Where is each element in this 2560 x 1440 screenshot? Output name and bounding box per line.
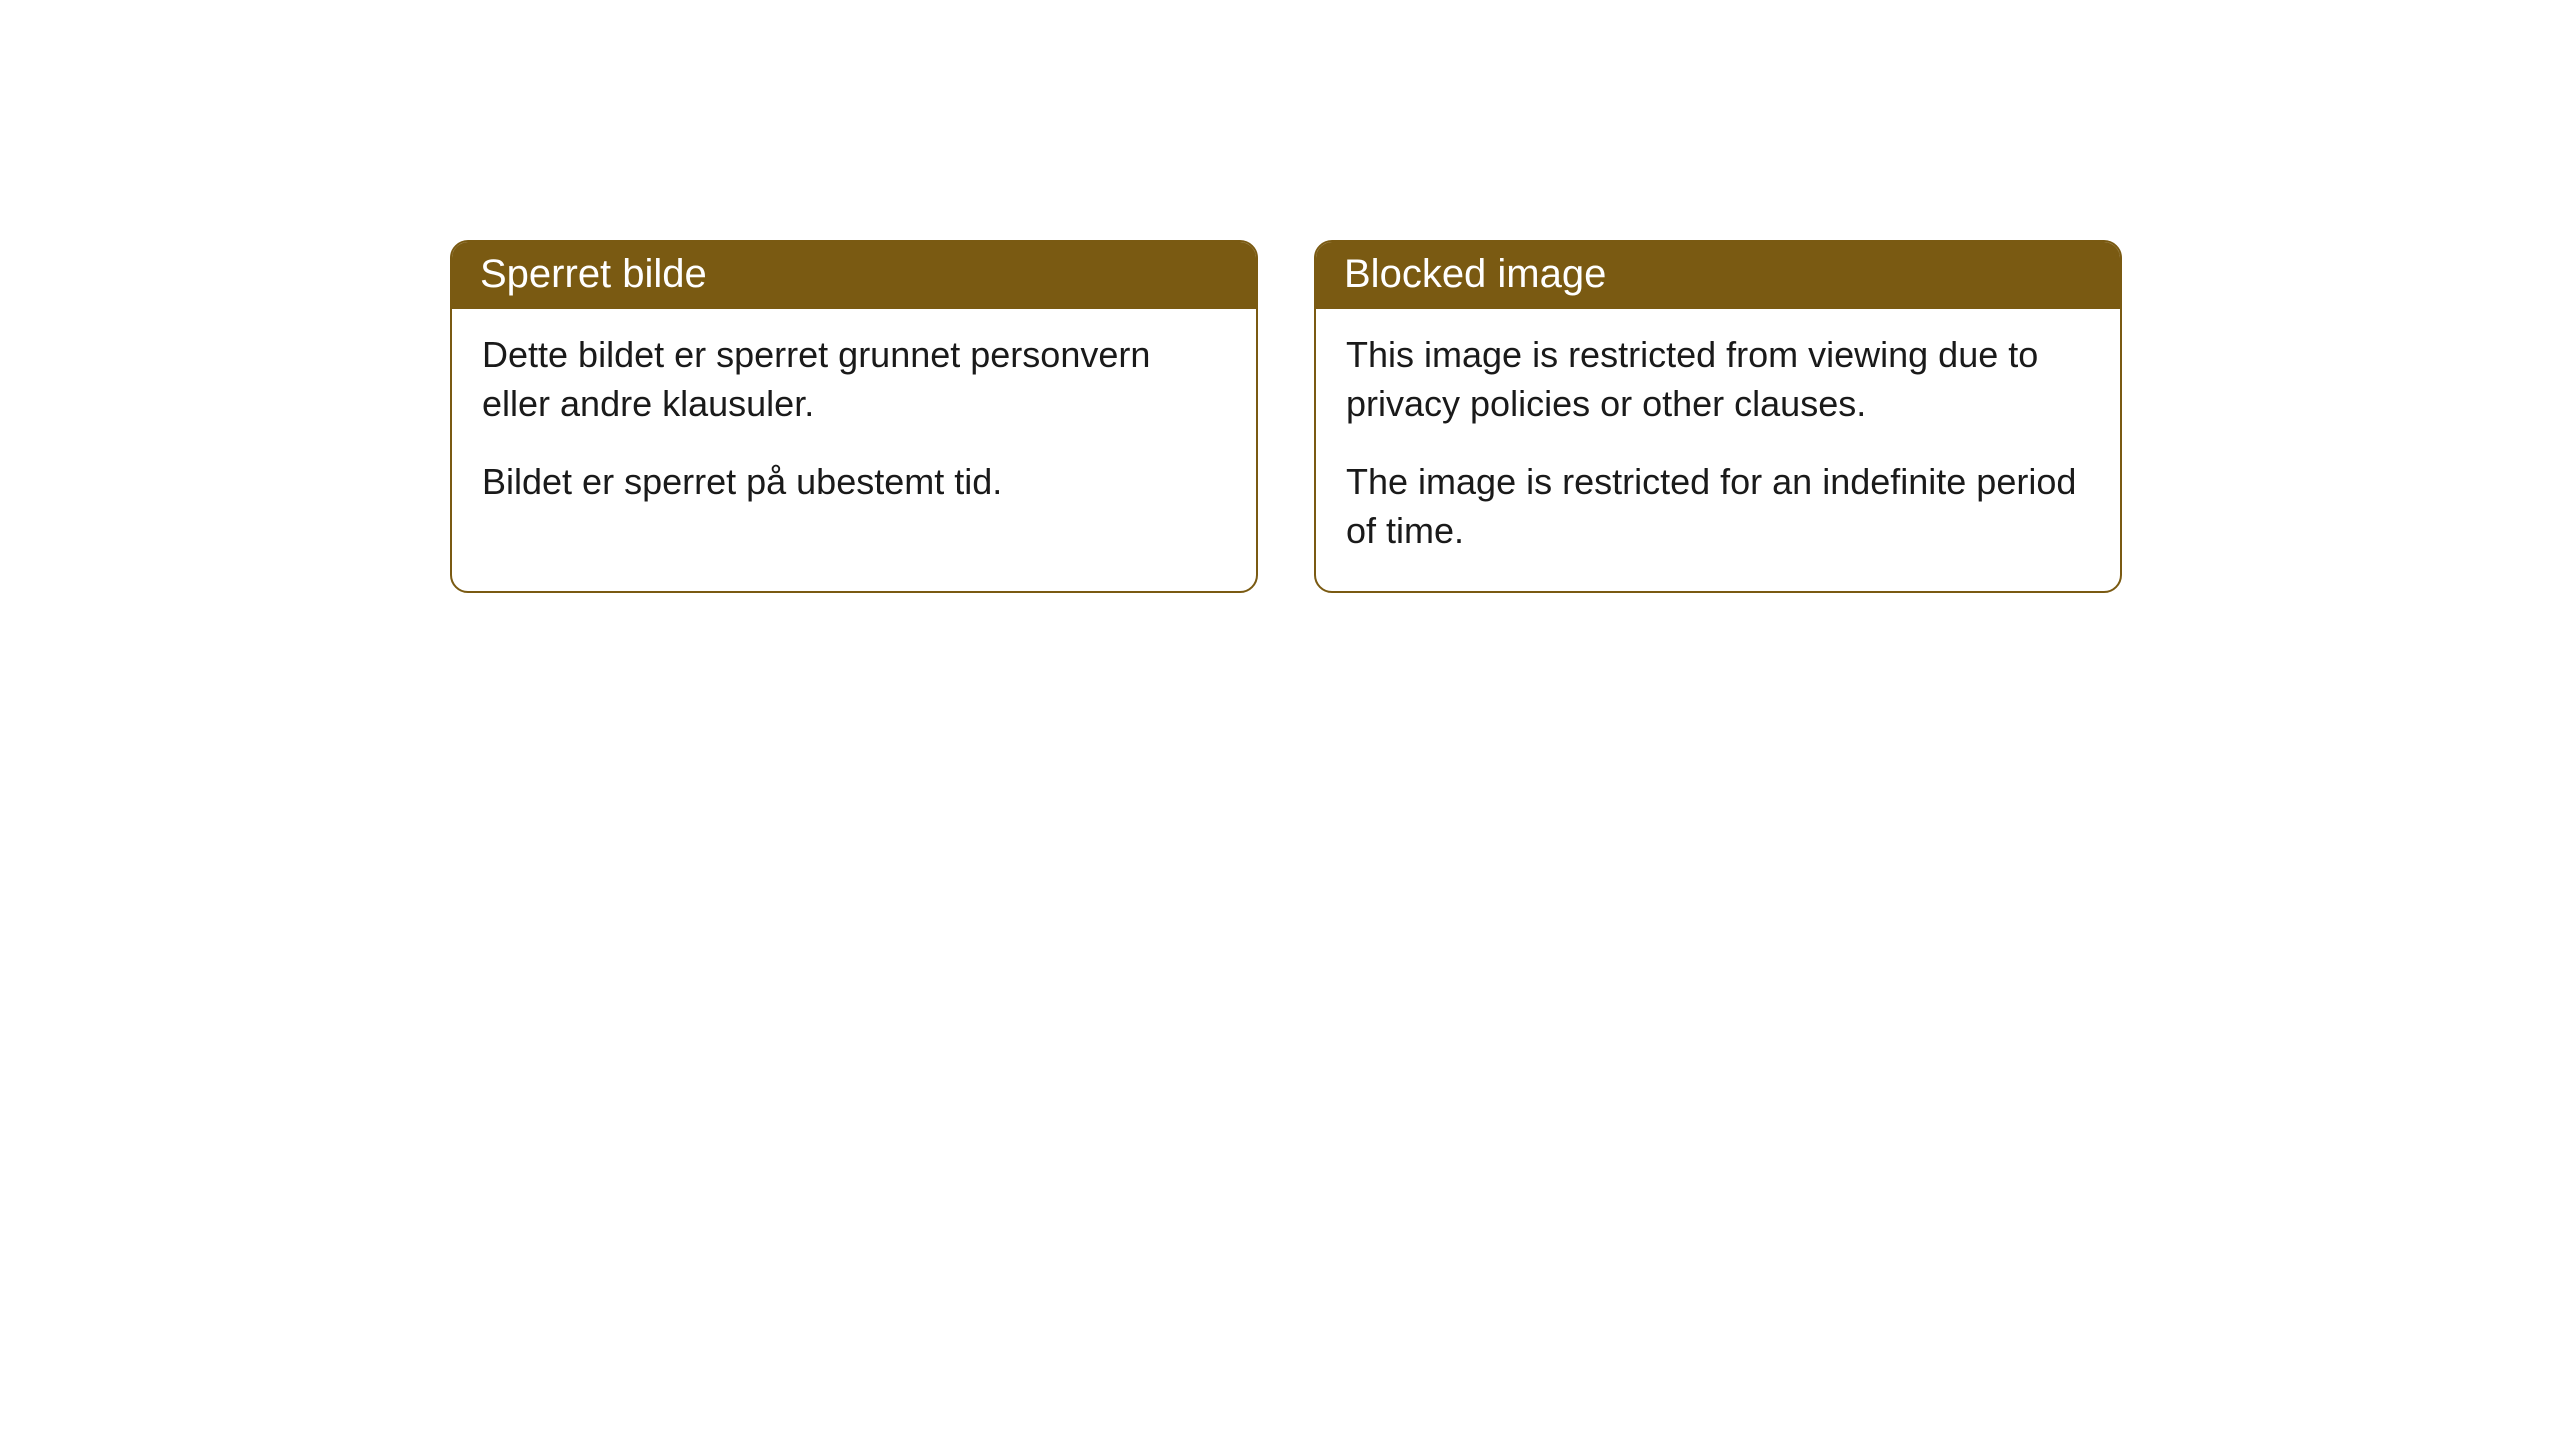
notice-card-english: Blocked image This image is restricted f… [1314, 240, 2122, 593]
card-title: Blocked image [1344, 252, 1606, 296]
card-header: Sperret bilde [452, 242, 1256, 309]
card-paragraph: This image is restricted from viewing du… [1346, 331, 2090, 428]
notice-cards-container: Sperret bilde Dette bildet er sperret gr… [450, 240, 2122, 593]
card-body: This image is restricted from viewing du… [1316, 309, 2120, 591]
card-title: Sperret bilde [480, 252, 707, 296]
card-header: Blocked image [1316, 242, 2120, 309]
notice-card-norwegian: Sperret bilde Dette bildet er sperret gr… [450, 240, 1258, 593]
card-paragraph: Bildet er sperret på ubestemt tid. [482, 458, 1226, 507]
card-paragraph: Dette bildet er sperret grunnet personve… [482, 331, 1226, 428]
card-paragraph: The image is restricted for an indefinit… [1346, 458, 2090, 555]
card-body: Dette bildet er sperret grunnet personve… [452, 309, 1256, 543]
